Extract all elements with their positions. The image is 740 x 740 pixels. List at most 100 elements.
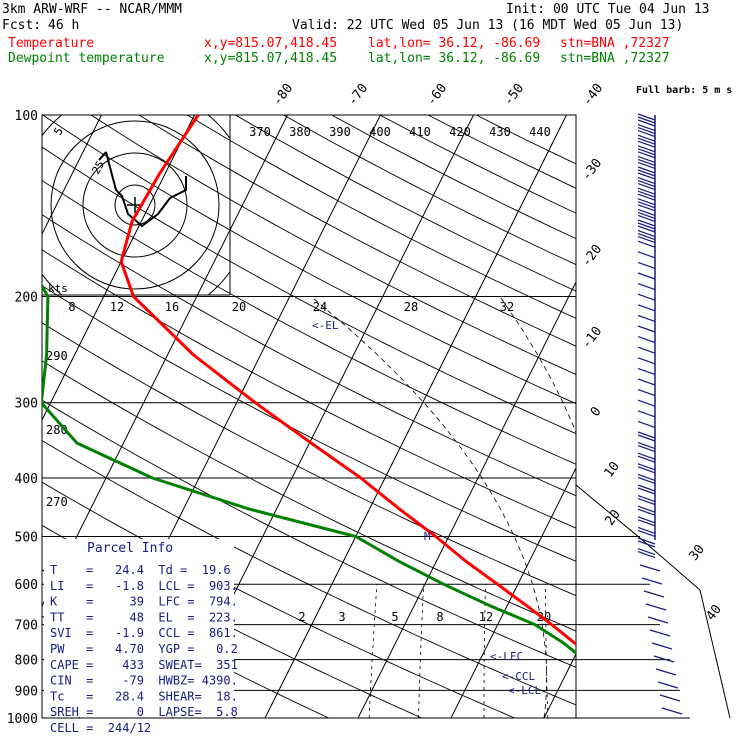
dewpoint-trace: [42, 282, 576, 655]
dry-adiabat: [283, 115, 576, 266]
wind-barb: [637, 484, 656, 492]
isotherm-label: 0: [588, 404, 605, 419]
wind-barb: [637, 137, 656, 145]
wind-barb: [637, 140, 656, 148]
pressure-tick-label: 200: [15, 291, 38, 306]
dewpoint-xy: x,y=815.07,418.45: [204, 51, 338, 66]
theta-side-label: 270: [46, 495, 68, 509]
wind-barb: [637, 119, 656, 127]
wind-barb: [637, 169, 656, 177]
dry-adiabat: [42, 322, 576, 597]
theta-label: 400: [369, 125, 391, 139]
isotherm-label: -40: [580, 81, 606, 109]
temperature-xy: x,y=815.07,418.45: [204, 36, 338, 51]
wind-barb: [637, 148, 656, 156]
wind-barbs: Full barb: 5 m s: [636, 85, 732, 715]
moist-adiabat: [589, 297, 659, 719]
wind-barb: [637, 240, 656, 248]
dry-adiabat: [235, 115, 576, 292]
isotherm-label: 10: [602, 459, 623, 481]
wind-barb: [637, 283, 656, 291]
parcel-row: Tc = 28.4 SHEAR= 18.: [50, 689, 238, 703]
wind-barb: [659, 694, 681, 702]
theta-label: 410: [409, 125, 431, 139]
wind-barb: [637, 116, 656, 124]
hodograph-speed-label: 28: [404, 300, 418, 314]
dry-adiabat: [42, 146, 576, 435]
wind-barb: [637, 537, 656, 545]
wind-barb: [637, 230, 656, 238]
wind-barb: [637, 445, 656, 453]
dry-adiabat: [42, 440, 576, 706]
dry-adiabat: [331, 115, 576, 240]
dry-adiabat: [379, 115, 576, 214]
pressure-tick-label: 700: [15, 619, 38, 634]
parcel-row: SREH = 0 LAPSE= 5.8: [50, 705, 238, 719]
mixing-ratio-label: 3: [338, 610, 345, 624]
wind-barb: [637, 508, 656, 516]
moist-adiabat: [663, 297, 705, 719]
isotherm-line: [357, 280, 576, 718]
wind-barb: [637, 551, 656, 559]
wind-barb: [637, 233, 656, 241]
isotherm-label: -20: [579, 242, 605, 270]
hodograph-ring-label: 25: [89, 159, 107, 177]
wind-barb: [639, 564, 661, 572]
wind-barb: [641, 577, 663, 585]
pressure-tick-label: 400: [15, 472, 38, 487]
theta-side-label: 290: [46, 349, 68, 363]
model-title: 3km ARW-WRF -- NCAR/MMM: [2, 2, 183, 17]
pressure-tick-label: 300: [15, 397, 38, 412]
dry-adiabat: [427, 115, 576, 189]
wind-barb: [645, 603, 667, 611]
mixing-ratio-line: [368, 584, 378, 718]
wind-barb: [637, 378, 656, 386]
dry-adiabat: [42, 115, 576, 405]
hodograph-ring: [114, 184, 156, 226]
wind-barb: [637, 304, 656, 312]
wind-barb: [637, 325, 656, 333]
mixing-ratio-line: [418, 584, 424, 718]
forecast-label: Fcst:: [2, 18, 42, 33]
wind-barb: [637, 389, 656, 397]
wind-barb: [637, 151, 656, 159]
pressure-tick-label: 800: [15, 654, 38, 669]
header: 3km ARW-WRF -- NCAR/MMM Init: 00 UTC Tue…: [0, 0, 740, 70]
hodograph-ring: [50, 120, 220, 290]
parcel-row: TT = 48 EL = 223.: [50, 610, 238, 624]
wind-barb: [637, 127, 656, 135]
dry-adiabat: [42, 179, 576, 465]
parcel-panel-bg: [44, 539, 234, 717]
wind-barb: [637, 410, 656, 418]
hodograph-speed-label: 24: [313, 300, 327, 314]
dry-adiabat: [42, 399, 576, 668]
hodograph-rings: [42, 115, 230, 295]
wind-barb: [637, 399, 656, 407]
annotations: <-EL <-LFC <-CCL<-LCL M: [312, 319, 541, 697]
pressure-tick-label: 900: [15, 684, 38, 699]
wind-barb: [637, 420, 656, 428]
hodograph-speed-label: 20: [232, 300, 246, 314]
parcel-title: Parcel Info: [87, 541, 173, 556]
frame-extension: [575, 484, 731, 719]
parcel-row: CAPE = 433 SWEAT= 351: [50, 658, 238, 672]
wind-barb: [637, 434, 656, 442]
wind-barb: [637, 540, 656, 548]
wind-barb: [637, 314, 656, 322]
isotherm-line: [0, 115, 9, 718]
wind-barb: [637, 166, 656, 174]
isotherm-label: -50: [501, 81, 527, 109]
wind-barb: [637, 473, 656, 481]
wind-barb: [637, 158, 656, 166]
wind-barb: [637, 367, 656, 375]
wind-barb: [657, 681, 679, 689]
theta-label: 380: [289, 125, 311, 139]
hodograph-units-label: kts: [48, 282, 68, 295]
wind-barb: [637, 155, 656, 163]
wind-barb: [637, 222, 656, 230]
wind-barb: [637, 466, 656, 474]
level-annotation: <-LCL: [508, 684, 541, 697]
pressure-tick-label: 1000: [7, 712, 38, 727]
mixing-ratio-label: 12: [479, 610, 493, 624]
